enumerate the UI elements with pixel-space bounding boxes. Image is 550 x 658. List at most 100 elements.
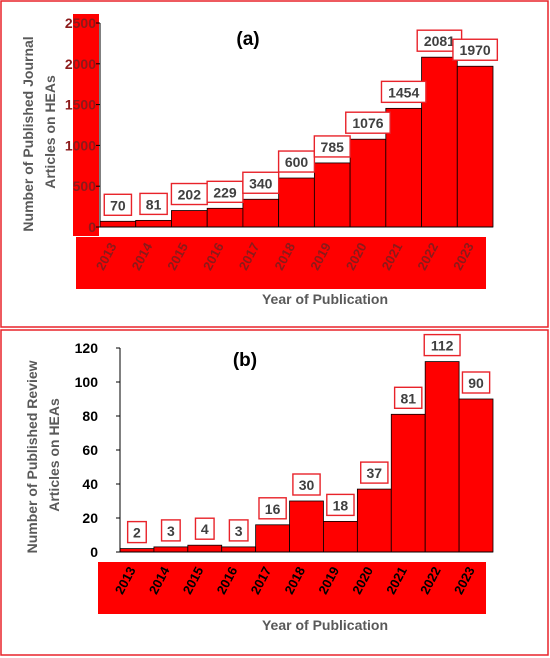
panel-a-bar-2019 (313, 162, 351, 228)
panel-a-data-label: 70 (110, 197, 126, 213)
panel-a-data-label-box (380, 80, 427, 104)
panel-a-xtick-band (76, 237, 486, 289)
panel-b-data-label-box (258, 497, 287, 520)
panel-b-ylabel-line1: Number of Published Review (24, 360, 40, 553)
panel-b-bar-2015 (187, 544, 223, 553)
panel-b-ytick-label: 100 (75, 374, 99, 390)
panel-a-data-label: 600 (285, 154, 309, 170)
panel-b-data-label-box (160, 519, 181, 542)
panel-b-data-label: 3 (235, 523, 243, 539)
panel-b-frame (0, 329, 549, 656)
panel-b-data-label: 112 (431, 338, 454, 354)
panel-a-frame (0, 0, 549, 328)
panel-b-y-ticks: 0 20 40 60 80 100 120 (75, 340, 120, 560)
panel-b-data-labels: 2 3 4 3 16 30 18 37 81 112 90 (126, 333, 491, 544)
panel-b-bar-2016 (221, 546, 257, 553)
panel-a-data-label: 1076 (352, 115, 383, 131)
panel-b-data-label: 81 (400, 390, 416, 406)
panel-b-data-label-box (292, 473, 321, 496)
panel-b-bar-2019 (323, 521, 358, 553)
panel-a-title: (a) (236, 29, 259, 50)
panel-a-bar-2015 (171, 210, 208, 228)
panel-b-bar-2022 (424, 361, 460, 553)
panel-b-data-label: 4 (201, 521, 209, 537)
panel-a-data-label-box (452, 38, 499, 61)
panel-b-ytick-label: 40 (82, 476, 98, 492)
panel-b-data-label-box (461, 371, 491, 394)
panel-a-bar-2022 (421, 56, 458, 228)
panel-b-xtick-band (98, 562, 486, 614)
panel-b-data-label-box (126, 520, 147, 544)
panel-a-bar-2018 (278, 177, 315, 228)
panel-b-data-label: 3 (167, 523, 175, 539)
panel-b-data-label: 37 (367, 465, 383, 481)
panel-a-bar-2023 (456, 65, 494, 228)
panel-a-ylabel: Number of Published Journal Articles on … (20, 32, 58, 231)
panel-a-ytick-label: 1500 (65, 97, 96, 113)
panel-a-data-label: 202 (178, 187, 202, 203)
panel-b-data-label: 16 (265, 501, 281, 517)
panel-a-bars (99, 56, 494, 228)
panel-a-data-label: 340 (249, 175, 273, 191)
panel-b-ytick-label: 20 (82, 510, 98, 526)
panel-a-data-label-box (345, 111, 391, 134)
panel-a-ytick-band (73, 14, 99, 236)
panel-a-data-label: 1454 (388, 84, 419, 100)
panel-b-bar-2023 (458, 398, 494, 553)
panel-b-bar-2021 (390, 413, 426, 553)
panel-a-data-label: 785 (321, 139, 345, 155)
panel-b-data-label: 2 (133, 525, 141, 541)
panel-a-bar-2016 (206, 207, 244, 228)
panel-b-bars (119, 361, 494, 553)
panel-a-data-label: 81 (146, 196, 162, 212)
panel-a-xlabel: Year of Publication (262, 291, 388, 307)
panel-b-bar-2014 (153, 546, 189, 553)
panel-a-data-label: 229 (213, 184, 237, 200)
panel-b-bar-2018 (289, 500, 324, 553)
panel-b-data-label-box (228, 519, 249, 542)
panel-b-data-label-box (194, 517, 215, 540)
panel-b-xlabel: Year of Publication (262, 617, 388, 633)
panel-b-bar-2020 (356, 488, 392, 553)
panel-a-bar-2013 (99, 220, 137, 228)
panel-a-bar-2014 (135, 219, 172, 228)
panel-b-data-label-box (360, 461, 389, 484)
panel-a-ytick-label: 0 (88, 219, 96, 235)
panel-b-data-label: 90 (468, 375, 484, 391)
panel-a-ylabel-line1: Number of Published Journal (20, 36, 36, 231)
panel-b-data-label: 18 (333, 497, 349, 513)
panel-a-data-label-box (242, 171, 280, 194)
panel-a-ytick-label: 500 (73, 178, 97, 194)
panel-b-title: (b) (233, 350, 257, 371)
panel-a-data-label-box (313, 135, 351, 158)
panel-b-bar-2017 (255, 524, 290, 553)
panel-b-ylabel-line2: Articles on HEAs (46, 398, 62, 512)
panel-a-bar-2021 (385, 107, 422, 228)
panel-a: 0 500 1000 1500 2000 2500 70 81 202 229 340 600 785… (0, 0, 549, 328)
panel-a-y-ticks: 0 500 1000 1500 2000 2500 (65, 15, 100, 235)
panel-a-data-label: 2081 (424, 33, 455, 49)
panel-a-data-label-box (139, 192, 168, 216)
panel-b-ytick-label: 0 (90, 544, 98, 560)
panel-a-ytick-label: 2500 (65, 15, 96, 31)
panel-a-data-label-box (103, 193, 133, 216)
panel-b-ytick-label: 60 (82, 442, 98, 458)
panel-a-ylabel-line2: Articles on HEAs (42, 75, 58, 189)
panel-a-data-label-box (277, 150, 316, 173)
panel-a-bar-2020 (349, 138, 387, 228)
panel-a-ytick-label: 2000 (65, 56, 96, 72)
panel-a-bar-2017 (242, 198, 280, 228)
panel-b-ylabel: Number of Published Review Articles on H… (24, 357, 62, 554)
panel-b-ytick-label: 80 (82, 408, 98, 424)
panel-b-data-label: 30 (299, 477, 315, 493)
panel-b-data-label-box (423, 333, 461, 357)
panel-b-bar-2013 (119, 548, 155, 553)
panel-a-data-label: 1970 (460, 42, 491, 58)
panel-b-data-label-box (393, 386, 423, 409)
panel-a-ytick-label: 1000 (65, 137, 96, 153)
panel-a-data-labels: 70 81 202 229 340 600 785 1076 1454 2081 1970 (103, 29, 499, 216)
panel-b-data-label-box (326, 493, 355, 517)
panel-b-ytick-label: 120 (75, 340, 99, 356)
